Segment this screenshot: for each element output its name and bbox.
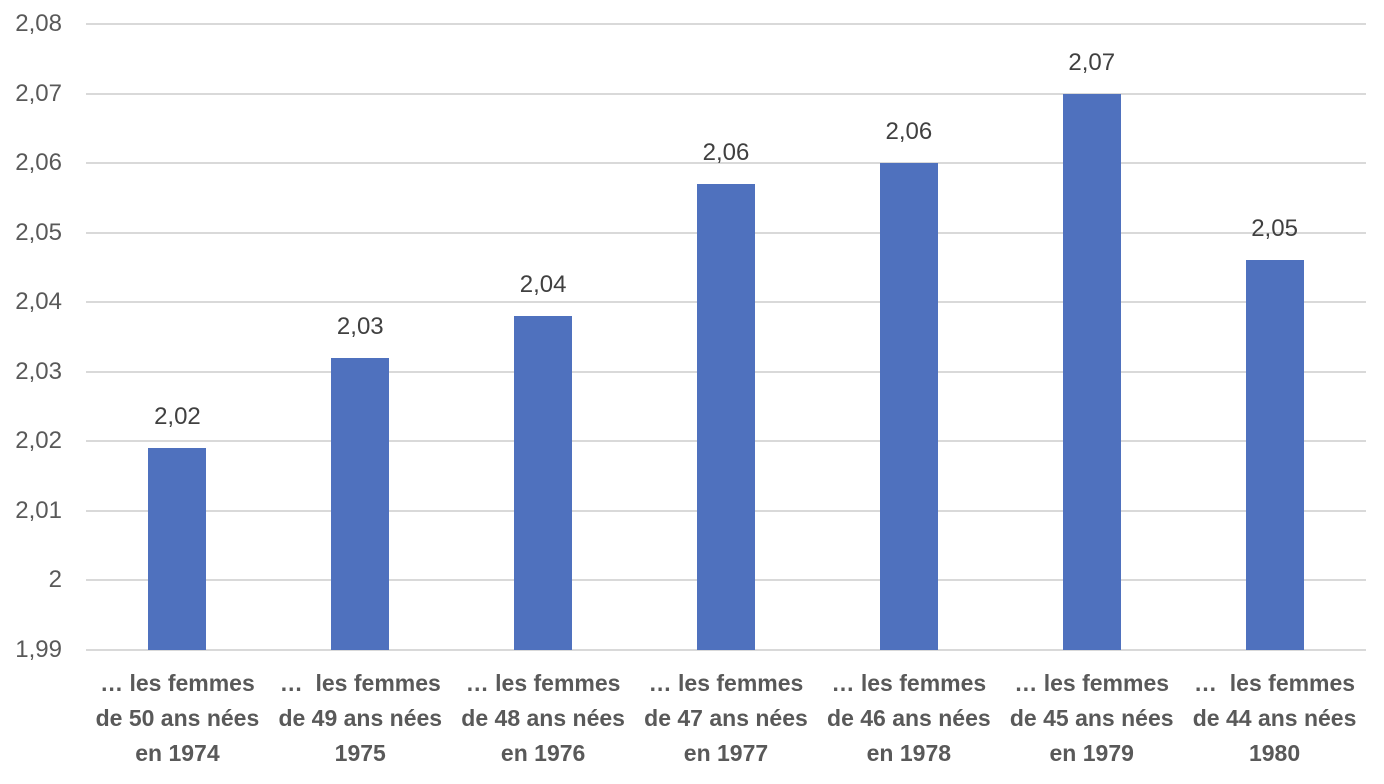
y-axis-tick-label: 2 <box>48 566 62 594</box>
y-axis-tick-label: 2,03 <box>15 357 62 385</box>
bar-value-label: 2,06 <box>702 138 750 166</box>
x-axis-category-label: … les femmes de 48 ans nées en 1976 <box>461 670 625 766</box>
bar-value-label: 2,03 <box>336 312 384 340</box>
y-axis-tick-label: 2,01 <box>15 496 62 524</box>
bar-value-label: 2,02 <box>154 403 201 431</box>
bar <box>697 183 755 650</box>
x-axis-category-label: … les femmes de 49 ans nées 1975 <box>278 670 443 766</box>
bar <box>1062 93 1121 650</box>
bar <box>1245 260 1304 650</box>
bar-value-label: 2,06 <box>885 118 933 146</box>
bar-value-label: 2,04 <box>519 271 567 299</box>
y-axis-tick-label: 2,08 <box>15 10 62 37</box>
x-axis-category-label: … les femmes de 44 ans nées 1980 <box>1192 670 1357 766</box>
x-axis-category-label: … les femmes de 47 ans nées en 1977 <box>644 670 808 766</box>
x-axis-category-label: … les femmes de 45 ans nées en 1979 <box>1009 670 1174 766</box>
y-axis-tick-label: 2,04 <box>15 288 62 316</box>
bar <box>514 316 573 650</box>
y-axis-tick-label: 2,06 <box>15 149 62 177</box>
bar <box>879 163 938 650</box>
y-axis-tick-label: 2,07 <box>15 79 62 107</box>
bar-value-label: 2,05 <box>1251 215 1298 243</box>
bar <box>148 448 207 650</box>
y-axis-tick-label: 2,02 <box>15 427 62 455</box>
x-axis-category-label: … les femmes de 46 ans nées en 1978 <box>827 670 991 766</box>
bar-value-label: 2,07 <box>1068 48 1116 76</box>
x-axis-category-label: … les femmes de 50 ans nées en 1974 <box>95 670 260 766</box>
y-axis-tick-label: 1,99 <box>15 636 62 663</box>
gridline <box>86 23 1366 25</box>
bar <box>331 357 390 650</box>
gridline <box>86 649 1366 651</box>
gridline <box>86 92 1366 95</box>
y-axis-tick-label: 2,05 <box>15 218 62 246</box>
gridline <box>86 162 1366 165</box>
